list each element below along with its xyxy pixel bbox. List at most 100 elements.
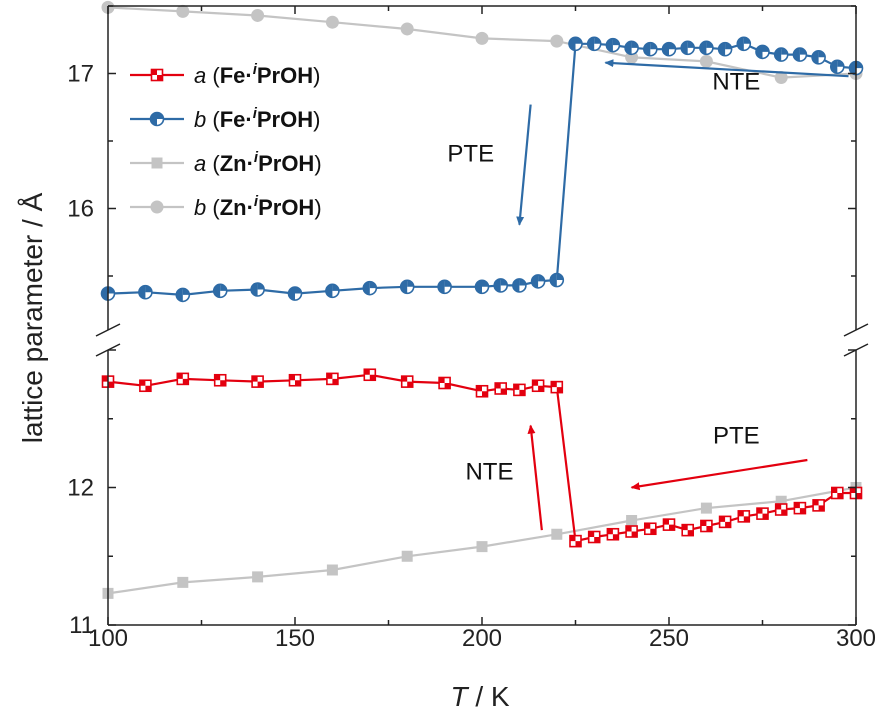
series-fe_b-upper bbox=[100, 36, 864, 303]
data-point bbox=[718, 515, 732, 529]
data-point bbox=[550, 34, 564, 48]
y-tick-label: 11 bbox=[69, 612, 94, 639]
data-point bbox=[829, 59, 845, 75]
data-point bbox=[774, 503, 788, 516]
y-tick-label: 17 bbox=[67, 61, 94, 88]
data-point bbox=[549, 272, 565, 288]
data-point bbox=[774, 71, 788, 85]
legend-marker bbox=[150, 200, 164, 214]
data-point bbox=[587, 530, 601, 544]
data-point bbox=[476, 541, 488, 553]
data-point bbox=[475, 384, 489, 398]
data-point bbox=[812, 499, 825, 512]
data-point bbox=[437, 279, 452, 295]
data-point bbox=[792, 47, 808, 62]
data-point bbox=[625, 525, 638, 538]
data-point bbox=[400, 375, 414, 388]
annotation-arrow bbox=[516, 104, 532, 226]
data-point bbox=[699, 54, 713, 68]
data-point bbox=[177, 576, 189, 588]
data-point bbox=[326, 372, 339, 386]
y-tick-label: 16 bbox=[67, 196, 94, 223]
data-point bbox=[493, 278, 509, 293]
x-axis-label: T / K bbox=[450, 681, 509, 712]
data-point bbox=[605, 37, 621, 53]
legend-item: a (Fe·iPrOH) bbox=[130, 61, 320, 88]
legend: a (Fe·iPrOH) b (Fe·iPrOH) a (Zn·iPrOH) b (Z… bbox=[130, 61, 322, 220]
annotation-label: PTE bbox=[713, 423, 760, 450]
data-point bbox=[793, 501, 807, 515]
data-point bbox=[251, 375, 264, 388]
axis-break-mark bbox=[95, 323, 121, 337]
y-tick-label: 12 bbox=[67, 475, 94, 502]
data-point bbox=[624, 40, 639, 56]
data-point bbox=[325, 283, 340, 299]
data-point bbox=[568, 36, 583, 52]
x-tick-label: 100 bbox=[88, 625, 128, 652]
plot-area: NTE PTE PTE NTE bbox=[100, 0, 864, 599]
data-point bbox=[736, 36, 752, 52]
data-point bbox=[775, 495, 787, 507]
series-zn-upper bbox=[101, 0, 863, 85]
data-point bbox=[661, 41, 677, 57]
legend-item: a (Zn·iPrOH) bbox=[130, 149, 322, 176]
legend-label: a (Fe·iPrOH) bbox=[194, 61, 320, 88]
data-point bbox=[699, 40, 714, 56]
data-point bbox=[680, 40, 696, 56]
data-point bbox=[288, 373, 302, 387]
data-point bbox=[700, 519, 713, 533]
data-point bbox=[550, 380, 564, 394]
annotation-label: PTE bbox=[447, 140, 494, 167]
data-point bbox=[773, 47, 789, 62]
data-point bbox=[586, 36, 602, 52]
data-point bbox=[737, 510, 751, 523]
data-point bbox=[326, 564, 338, 576]
series-zn-lower bbox=[102, 482, 862, 599]
legend-label: b (Fe·iPrOH) bbox=[194, 105, 320, 132]
data-point bbox=[513, 383, 526, 397]
series-line bbox=[107, 486, 857, 595]
data-point bbox=[325, 15, 339, 29]
data-point bbox=[700, 502, 712, 514]
x-tick-label: 150 bbox=[275, 625, 315, 652]
annotation-label: NTE bbox=[465, 458, 513, 485]
data-point bbox=[626, 515, 638, 526]
data-point bbox=[401, 550, 413, 562]
data-point bbox=[474, 279, 490, 295]
data-point bbox=[252, 571, 264, 583]
data-point bbox=[251, 8, 265, 22]
data-point bbox=[830, 486, 844, 500]
data-point bbox=[606, 527, 620, 541]
data-point bbox=[756, 507, 769, 520]
y-axis-label: lattice parameter / Å bbox=[17, 192, 48, 443]
data-point bbox=[755, 44, 770, 60]
data-point bbox=[717, 41, 733, 57]
legend-item: b (Zn·iPrOH) bbox=[130, 193, 322, 220]
data-point bbox=[475, 31, 489, 45]
data-point bbox=[438, 376, 451, 390]
data-point bbox=[512, 278, 527, 293]
legend-marker bbox=[149, 111, 165, 127]
x-tick-label: 200 bbox=[462, 625, 502, 652]
data-point bbox=[642, 41, 658, 57]
data-point bbox=[287, 286, 303, 301]
data-point bbox=[363, 368, 377, 382]
axis-break-mark bbox=[843, 323, 869, 337]
legend-label: b (Zn·iPrOH) bbox=[194, 193, 322, 220]
data-point bbox=[250, 282, 265, 297]
data-point bbox=[362, 280, 378, 296]
annotation-arrow bbox=[604, 59, 849, 78]
data-point bbox=[494, 382, 508, 395]
data-point bbox=[811, 49, 826, 65]
annotation-arrow bbox=[527, 424, 543, 531]
data-point bbox=[400, 22, 414, 36]
data-point bbox=[399, 279, 415, 295]
legend-item: b (Fe·iPrOH) bbox=[130, 105, 320, 132]
annotation-label: NTE bbox=[712, 69, 760, 96]
data-point bbox=[138, 284, 153, 300]
data-point bbox=[213, 373, 227, 387]
data-point bbox=[681, 523, 695, 537]
legend-label: a (Zn·iPrOH) bbox=[194, 149, 322, 176]
data-point bbox=[175, 287, 191, 303]
